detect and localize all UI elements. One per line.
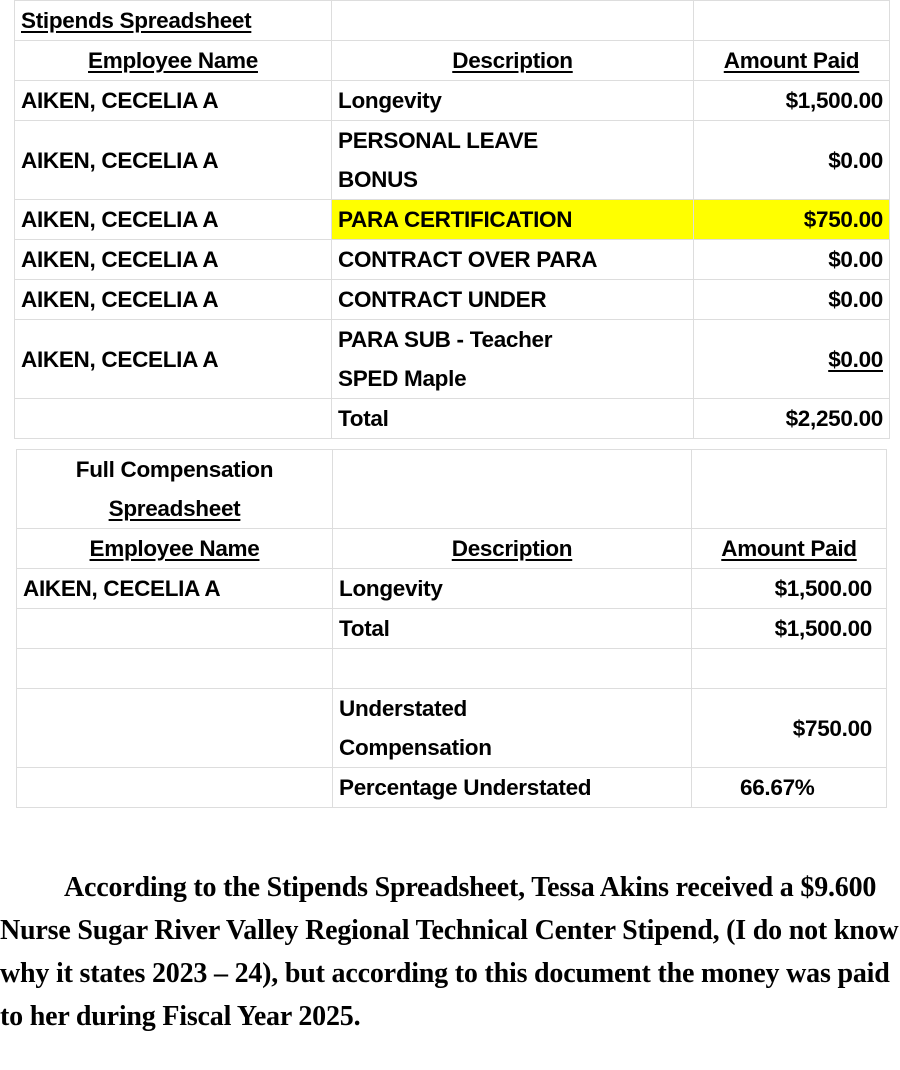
description: PARA CERTIFICATION [331, 199, 694, 240]
header-row: Employee Name Description Amount Paid [14, 40, 890, 81]
header-employee-name: Employee Name [14, 40, 332, 81]
employee-name: AIKEN, CECELIA A [14, 120, 332, 200]
empty-row [16, 648, 887, 689]
table-title: Stipends Spreadsheet [14, 0, 332, 41]
employee-name: AIKEN, CECELIA A [14, 319, 332, 399]
title-row: Full Compensation Spreadsheet [16, 449, 887, 529]
amount: $0.00 [693, 319, 890, 399]
header-amount-paid: Amount Paid [693, 40, 890, 81]
employee-name: AIKEN, CECELIA A [14, 80, 332, 121]
total-row: Total $1,500.00 [16, 608, 887, 649]
understated-label: Understated Compensation [332, 688, 692, 768]
header-amount-paid: Amount Paid [691, 528, 887, 569]
total-amount: $2,250.00 [693, 398, 890, 439]
amount: $750.00 [693, 199, 890, 240]
stipends-table: Stipends Spreadsheet Employee Name Descr… [14, 0, 890, 439]
header-row: Employee Name Description Amount Paid [16, 528, 887, 569]
understated-row: Understated Compensation $750.00 [16, 688, 887, 768]
header-description: Description [332, 528, 692, 569]
amount: $0.00 [693, 120, 890, 200]
table-row: AIKEN, CECELIA A PERSONAL LEAVE BONUS $0… [14, 120, 890, 200]
table-row: AIKEN, CECELIA A Longevity $1,500.00 [14, 80, 890, 121]
total-label: Total [331, 398, 694, 439]
total-row: Total $2,250.00 [14, 398, 890, 439]
amount: $1,500.00 [693, 80, 890, 121]
understated-amount: $750.00 [691, 688, 887, 768]
amount: $0.00 [693, 239, 890, 280]
total-label: Total [332, 608, 692, 649]
table-row: AIKEN, CECELIA A CONTRACT OVER PARA $0.0… [14, 239, 890, 280]
description: Longevity [331, 80, 694, 121]
employee-name: AIKEN, CECELIA A [14, 239, 332, 280]
description: PERSONAL LEAVE BONUS [331, 120, 694, 200]
percentage-label: Percentage Understated [332, 767, 692, 808]
table-row: AIKEN, CECELIA A PARA SUB - Teacher SPED… [14, 319, 890, 399]
title-row: Stipends Spreadsheet [14, 0, 890, 41]
employee-name: AIKEN, CECELIA A [14, 279, 332, 320]
percentage-row: Percentage Understated 66.67% [16, 767, 887, 808]
employee-name: AIKEN, CECELIA A [16, 568, 333, 609]
percentage-value: 66.67% [691, 767, 887, 808]
amount: $1,500.00 [691, 568, 887, 609]
description: PARA SUB - Teacher SPED Maple [331, 319, 694, 399]
table-row-highlighted: AIKEN, CECELIA A PARA CERTIFICATION $750… [14, 199, 890, 240]
header-employee-name: Employee Name [16, 528, 333, 569]
amount: $0.00 [693, 279, 890, 320]
table-title: Full Compensation Spreadsheet [16, 449, 333, 529]
header-description: Description [331, 40, 694, 81]
total-amount: $1,500.00 [691, 608, 887, 649]
description: CONTRACT UNDER [331, 279, 694, 320]
body-paragraph: According to the Stipends Spreadsheet, T… [0, 872, 899, 1032]
table-row: AIKEN, CECELIA A Longevity $1,500.00 [16, 568, 887, 609]
description: CONTRACT OVER PARA [331, 239, 694, 280]
description: Longevity [332, 568, 692, 609]
table-row: AIKEN, CECELIA A CONTRACT UNDER $0.00 [14, 279, 890, 320]
full-compensation-table: Full Compensation Spreadsheet Employee Na… [16, 449, 887, 808]
employee-name: AIKEN, CECELIA A [14, 199, 332, 240]
